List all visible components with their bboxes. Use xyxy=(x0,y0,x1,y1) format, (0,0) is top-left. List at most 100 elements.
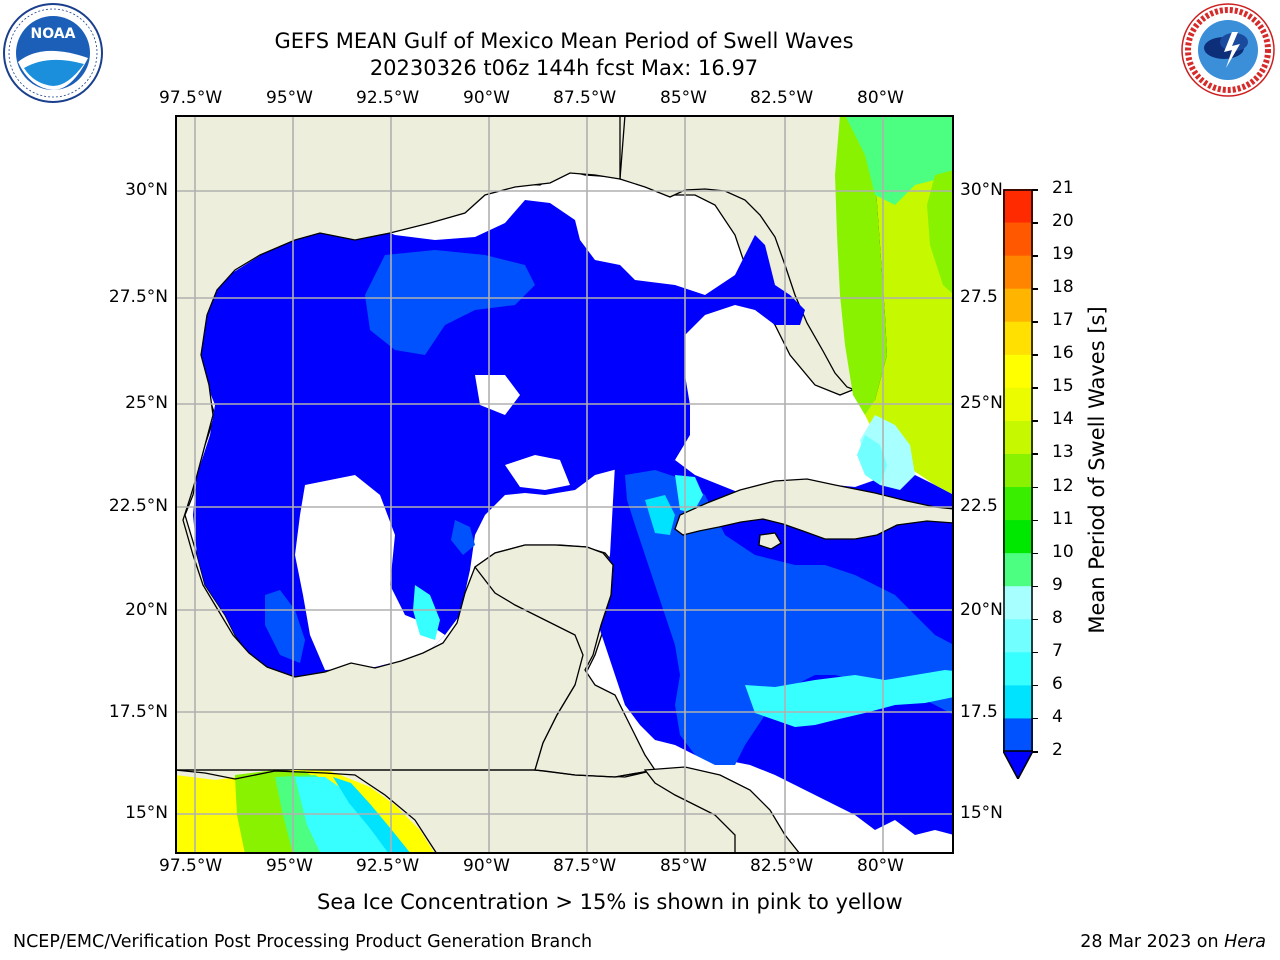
lon-label: 82.5°W xyxy=(750,856,814,876)
colorbar-tick-label: 14 xyxy=(1052,409,1074,430)
colorbar-swatch xyxy=(1003,222,1033,256)
colorbar-frame xyxy=(1003,189,1033,751)
colorbar-swatch xyxy=(1003,684,1033,719)
lon-label: 87.5°W xyxy=(553,856,617,876)
lat-label: 30°N xyxy=(960,180,1003,200)
sea-ice-note: Sea Ice Concentration > 15% is shown in … xyxy=(317,890,903,914)
colorbar-tick-label: 17 xyxy=(1052,310,1074,331)
colorbar-tick-mark xyxy=(1032,453,1038,455)
colorbar-tick-label: 18 xyxy=(1052,277,1074,298)
lat-label: 17.5°N xyxy=(108,702,168,722)
colorbar-tick-mark xyxy=(1032,651,1038,654)
lon-label: 90°W xyxy=(463,88,510,108)
colorbar-scale xyxy=(1001,189,1035,781)
colorbar-extend-arrow xyxy=(1001,750,1035,781)
colorbar-tick-mark xyxy=(1032,552,1038,555)
colorbar-tick-mark xyxy=(1032,255,1038,257)
colorbar-tick-mark xyxy=(1032,486,1038,489)
lon-label: 85°W xyxy=(660,856,707,876)
colorbar-tick-label: 10 xyxy=(1052,541,1074,562)
top-longitude-labels: 97.5°W 95°W 92.5°W 90°W 87.5°W 85°W 82.5… xyxy=(0,88,1280,112)
colorbar-tick-label: 20 xyxy=(1052,211,1074,232)
lat-label: 20°N xyxy=(125,600,168,620)
colorbar-swatch xyxy=(1003,420,1033,454)
footer-right-text: 28 Mar 2023 on Hera xyxy=(1080,932,1266,952)
lon-label: 95°W xyxy=(266,88,313,108)
colorbar-tick-label: 2 xyxy=(1052,740,1063,760)
right-latitude-labels: 30°N 27.5 25°N 22.5 20°N 17.5 15°N xyxy=(958,0,1018,960)
colorbar-swatch xyxy=(1003,321,1033,355)
lat-label: 22.5 xyxy=(960,496,998,516)
land-overlay xyxy=(175,115,954,854)
lat-label: 25°N xyxy=(960,393,1003,413)
colorbar-tick-label: 8 xyxy=(1052,607,1063,628)
colorbar xyxy=(1001,189,1035,781)
colorbar-tick-mark xyxy=(1032,420,1038,422)
colorbar-tick-label: 11 xyxy=(1052,508,1074,529)
colorbar-tick-mark xyxy=(1032,618,1038,621)
colorbar-tick-label: 12 xyxy=(1052,475,1074,496)
colorbar-tick-mark xyxy=(1032,585,1038,588)
lat-label: 25°N xyxy=(125,393,168,413)
lat-label: 17.5 xyxy=(960,702,998,722)
map-gridlines xyxy=(175,115,954,854)
lat-label: 27.5 xyxy=(960,287,998,307)
lat-label: 27.5°N xyxy=(108,287,168,307)
lon-label: 92.5°W xyxy=(356,856,420,876)
colorbar-tick-mark xyxy=(1032,189,1038,191)
lat-label: 30°N xyxy=(125,180,168,200)
colorbar-swatch xyxy=(1003,552,1033,587)
colorbar-tick-mark xyxy=(1032,387,1038,389)
colorbar-tick-label: 7 xyxy=(1052,640,1063,661)
lat-label: 20°N xyxy=(960,600,1003,620)
bottom-longitude-labels: 97.5°W 95°W 92.5°W 90°W 87.5°W 85°W 82.5… xyxy=(0,856,1280,880)
colorbar-swatch xyxy=(1003,585,1033,620)
footer-left-text: NCEP/EMC/Verification Post Processing Pr… xyxy=(13,932,593,952)
footer-date: 28 Mar 2023 on xyxy=(1080,932,1225,952)
colorbar-tick-mark xyxy=(1032,321,1038,323)
lon-label: 82.5°W xyxy=(750,88,814,108)
colorbar-swatch xyxy=(1003,255,1033,289)
lon-label: 90°W xyxy=(463,856,510,876)
colorbar-tick-label: 13 xyxy=(1052,442,1074,463)
colorbar-tick-label: 16 xyxy=(1052,343,1074,364)
left-latitude-labels: 30°N 27.5°N 25°N 22.5°N 20°N 17.5°N 15°N xyxy=(0,0,172,960)
colorbar-swatch xyxy=(1003,618,1033,653)
colorbar-ticks: 2 4 6 7 8 9 10 11 12 13 14 15 16 17 18 19 20 21 xyxy=(1032,0,1100,960)
lon-label: 85°W xyxy=(660,88,707,108)
lat-label: 15°N xyxy=(125,803,168,823)
colorbar-tick-mark xyxy=(1032,684,1038,687)
colorbar-tick-mark xyxy=(1032,717,1038,720)
colorbar-swatch xyxy=(1003,387,1033,421)
colorbar-swatch xyxy=(1003,519,1033,554)
colorbar-tick-label: 4 xyxy=(1052,706,1063,727)
colorbar-tick-mark xyxy=(1032,288,1038,290)
colorbar-swatch xyxy=(1003,288,1033,322)
noaa-logo: NOAA xyxy=(3,3,103,103)
footer-machine: Hera xyxy=(1224,932,1266,952)
colorbar-tick-label: 15 xyxy=(1052,376,1074,397)
lon-label: 92.5°W xyxy=(356,88,420,108)
colorbar-tick-label: 21 xyxy=(1052,178,1074,198)
colorbar-tick-label: 6 xyxy=(1052,673,1063,694)
map-subtitle: 20230326 t06z 144h fcst Max: 16.97 xyxy=(369,56,759,80)
colorbar-swatch xyxy=(1003,354,1033,388)
colorbar-swatch xyxy=(1003,453,1033,488)
lon-label: 80°W xyxy=(857,88,904,108)
colorbar-tick-mark xyxy=(1032,354,1038,356)
colorbar-tick-label: 9 xyxy=(1052,574,1063,595)
colorbar-swatch xyxy=(1003,651,1033,686)
colorbar-swatch xyxy=(1003,189,1033,223)
colorbar-swatch xyxy=(1003,486,1033,521)
lat-label: 22.5°N xyxy=(108,496,168,516)
colorbar-tick-label: 19 xyxy=(1052,244,1074,265)
noaa-logo-text: NOAA xyxy=(31,26,76,42)
lat-label: 15°N xyxy=(960,803,1003,823)
lon-label: 97.5°W xyxy=(159,856,223,876)
lon-label: 80°W xyxy=(857,856,904,876)
lon-label: 87.5°W xyxy=(553,88,617,108)
nws-logo xyxy=(1181,3,1275,97)
gulf-map xyxy=(175,115,954,854)
colorbar-label: Mean Period of Swell Waves [s] xyxy=(1085,306,1109,634)
map-title: GEFS MEAN Gulf of Mexico Mean Period of … xyxy=(274,29,854,53)
